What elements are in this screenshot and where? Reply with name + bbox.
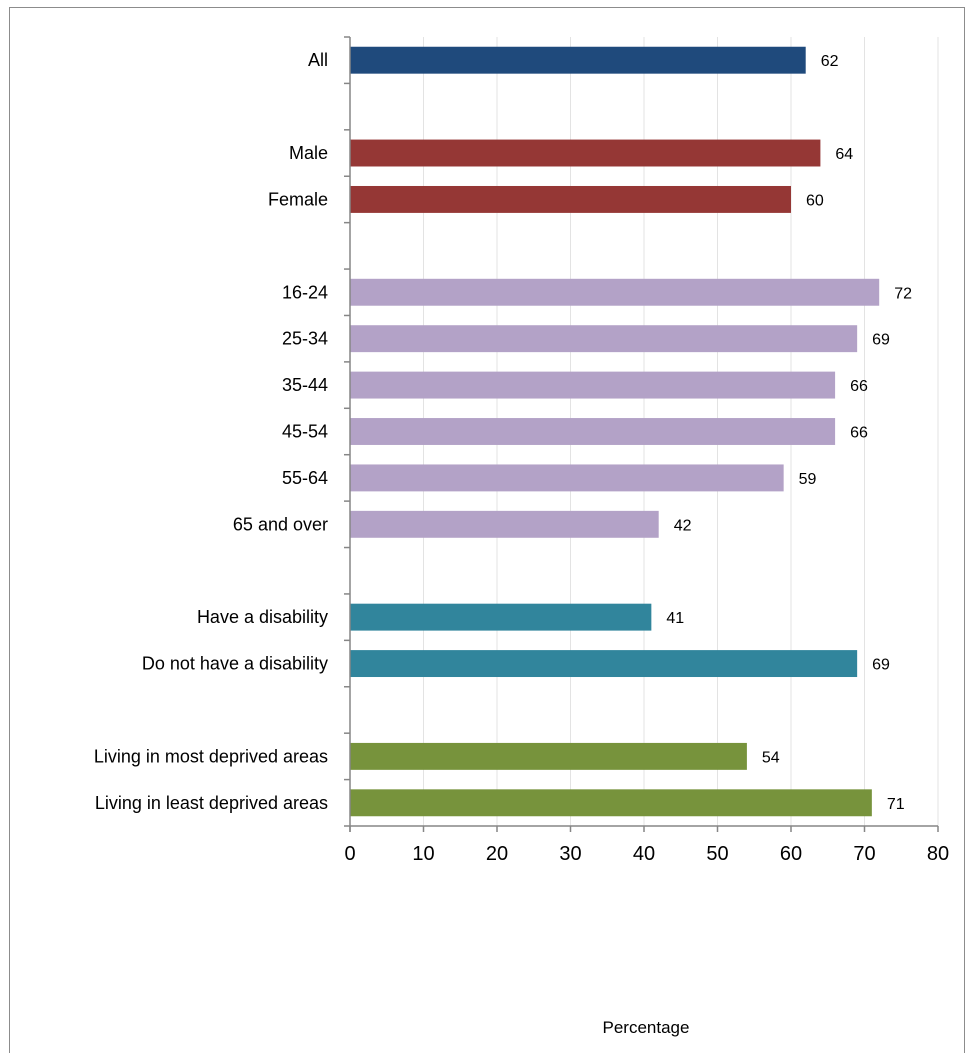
bar-2-0: [350, 278, 880, 306]
value-label-2-5: 42: [674, 517, 692, 534]
category-label-2-3: 45-54: [282, 422, 328, 442]
bar-2-3: [350, 418, 836, 445]
category-label-2-0: 16-24: [282, 282, 328, 302]
bar-2-5: [350, 510, 659, 538]
bar-2-1: [350, 325, 858, 353]
x-tick-label-40: 40: [633, 843, 655, 865]
x-tick-label-10: 10: [412, 843, 434, 865]
bar-3-0: [350, 603, 652, 631]
x-tick-label-0: 0: [344, 843, 355, 865]
category-label-2-2: 35-44: [282, 375, 328, 395]
x-tick-label-70: 70: [853, 843, 875, 865]
x-tick-label-20: 20: [486, 843, 508, 865]
category-label-1-1: Female: [268, 189, 328, 209]
bar-4-0: [350, 742, 747, 770]
category-label-2-4: 55-64: [282, 468, 328, 488]
x-axis-title: Percentage: [603, 1018, 690, 1037]
bars: [350, 46, 880, 817]
labels: 62 All 64 Male 60 Female 72 16-24 69 25-34 66 35-44…: [94, 50, 949, 865]
category-label-4-0: Living in most deprived areas: [94, 746, 328, 766]
category-label-2-5: 65 and over: [233, 514, 328, 534]
x-tick-label-60: 60: [780, 843, 802, 865]
bar-0-0: [350, 46, 806, 74]
value-label-1-0: 64: [835, 146, 853, 163]
value-label-2-4: 59: [799, 471, 817, 488]
value-label-4-0: 54: [762, 749, 780, 766]
value-label-3-1: 69: [872, 657, 890, 674]
category-label-3-1: Do not have a disability: [142, 654, 328, 674]
category-label-4-1: Living in least deprived areas: [95, 793, 328, 813]
bar-3-1: [350, 650, 858, 678]
x-tick-label-30: 30: [559, 843, 581, 865]
category-label-2-1: 25-34: [282, 329, 328, 349]
category-label-1-0: Male: [289, 143, 328, 163]
x-tick-label-80: 80: [927, 843, 949, 865]
bar-1-1: [350, 185, 791, 213]
x-tick-label-50: 50: [706, 843, 728, 865]
bar-2-2: [350, 371, 836, 399]
category-label-0-0: All: [308, 50, 328, 70]
value-label-4-1: 71: [887, 796, 905, 813]
value-label-2-2: 66: [850, 378, 868, 395]
category-label-3-0: Have a disability: [197, 607, 328, 627]
value-label-0-0: 62: [821, 53, 839, 70]
bar-4-1: [350, 789, 872, 817]
value-label-3-0: 41: [666, 610, 684, 627]
value-label-2-0: 72: [894, 285, 912, 302]
bar-2-4: [350, 464, 784, 492]
axes: [344, 36, 939, 832]
value-label-2-3: 66: [850, 425, 868, 442]
bar-1-0: [350, 139, 821, 167]
value-label-1-1: 60: [806, 192, 824, 209]
value-label-2-1: 69: [872, 332, 890, 349]
